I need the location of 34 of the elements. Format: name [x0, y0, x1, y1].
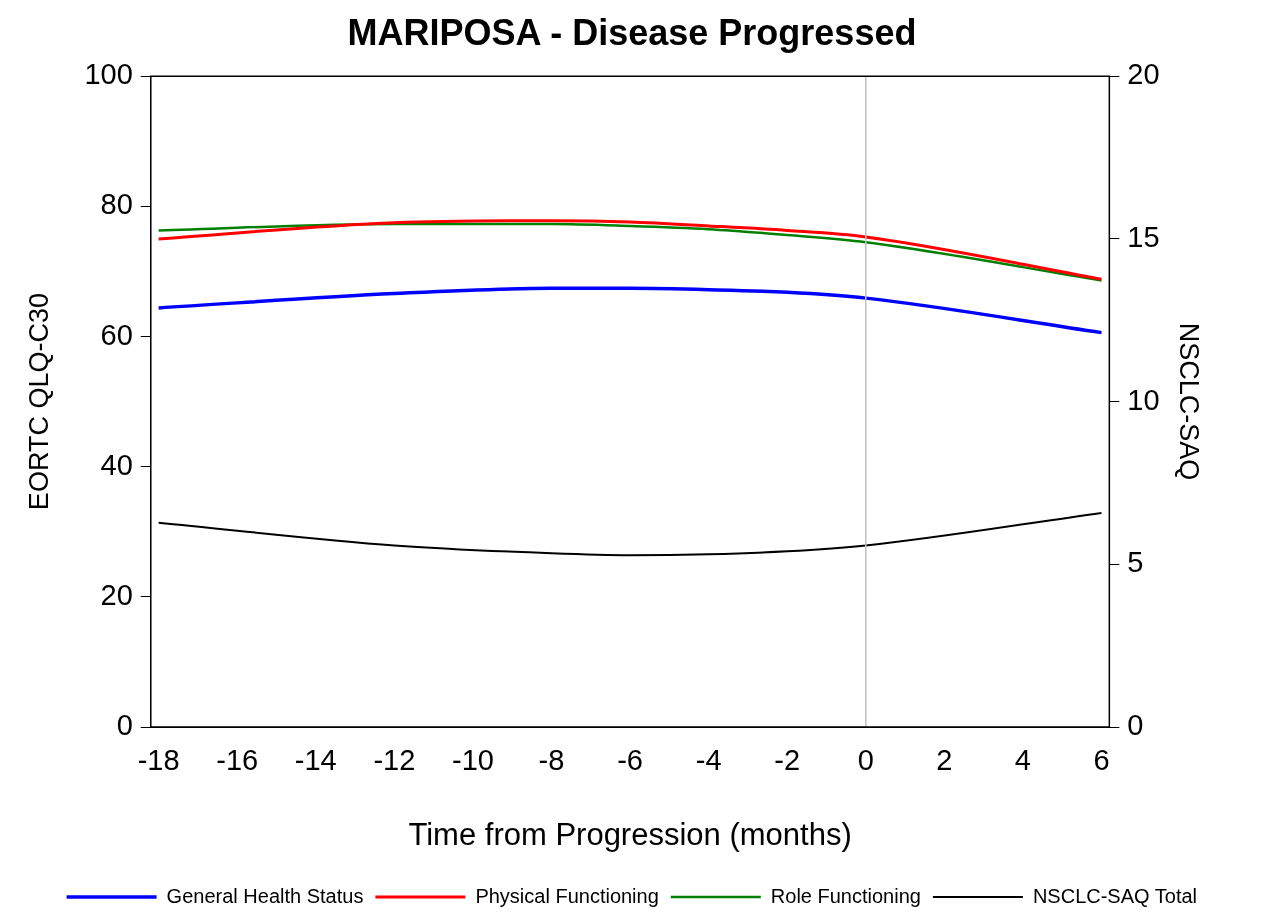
x-tick-label: 6 [1093, 744, 1110, 777]
y-axis-title: EORTC QLQ-C30 [23, 293, 54, 511]
x-tick-label: -2 [774, 744, 801, 777]
x-tick-label: 0 [857, 744, 874, 777]
y-tick-label: 60 [100, 318, 133, 351]
x-tick-label: -16 [216, 744, 259, 777]
y2-tick-label: 15 [1127, 220, 1160, 253]
y-tick-label: 0 [116, 709, 133, 741]
y2-tick-label: 10 [1127, 383, 1160, 416]
y-tick-label: 80 [100, 188, 133, 221]
x-tick-label: 2 [936, 744, 953, 777]
x-tick-label: -8 [538, 744, 565, 777]
legend-label: Role Functioning [770, 884, 921, 907]
x-tick-label: -18 [137, 744, 180, 777]
y2-tick-label: 0 [1127, 709, 1144, 741]
legend-label: NSCLC-SAQ Total [1032, 884, 1198, 907]
x-tick-label: -14 [294, 744, 337, 777]
y2-tick-label: 5 [1127, 546, 1144, 579]
y2-axis-title: NSCLC-SAQ [1174, 322, 1205, 481]
y2-tick-label: 20 [1127, 58, 1160, 91]
line-series [157, 511, 1103, 557]
y-tick-label: 40 [100, 448, 133, 481]
x-tick-label: -4 [695, 744, 722, 777]
x-tick-label: 4 [1014, 744, 1031, 777]
x-tick-label: -10 [451, 744, 494, 777]
x-tick-label: -6 [617, 744, 643, 777]
y-tick-label: 100 [84, 58, 133, 91]
legend-label: General Health Status [166, 884, 364, 907]
x-axis-title: Time from Progression (months) [408, 816, 852, 852]
line-series [156, 286, 1104, 335]
chart-title: MARIPOSA - Disease Progressed [347, 11, 917, 53]
legend-label: Physical Functioning [475, 884, 659, 907]
y-tick-label: 20 [100, 578, 133, 611]
x-tick-label: -12 [373, 744, 416, 777]
